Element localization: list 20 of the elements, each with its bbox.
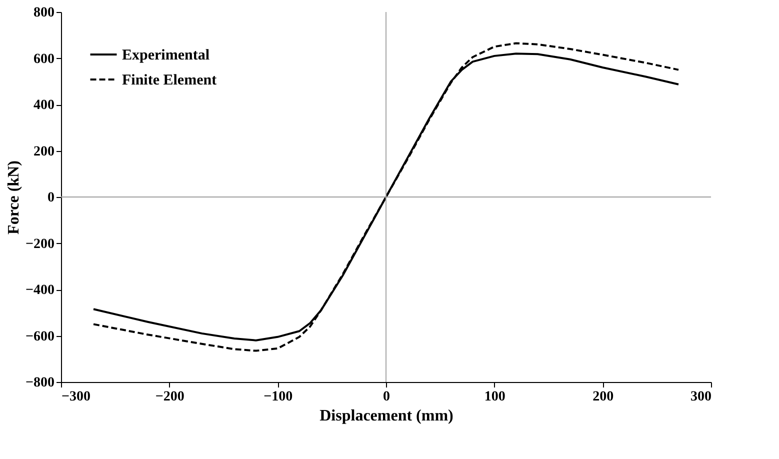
x-tick-label: −200 xyxy=(155,390,184,404)
y-tick-label: 400 xyxy=(34,98,54,113)
x-tick-label: 100 xyxy=(484,390,506,404)
y-tick-label: −400 xyxy=(26,283,54,298)
x-tick-label: −300 xyxy=(62,390,90,404)
x-tick-label: 0 xyxy=(383,390,390,404)
x-tick-label: 200 xyxy=(592,390,614,404)
legend-label: Experimental xyxy=(122,48,210,64)
x-axis-title: Displacement (mm) xyxy=(320,408,454,424)
y-tick-label: −200 xyxy=(26,236,54,252)
y-tick-label: 600 xyxy=(34,52,54,67)
y-tick-label: −600 xyxy=(26,329,54,344)
y-tick-label: 800 xyxy=(34,6,54,20)
y-axis-title: Force (kN) xyxy=(6,160,23,234)
x-tick-label: −100 xyxy=(264,390,293,404)
x-tick-label: 300 xyxy=(690,390,712,404)
y-tick-label: −800 xyxy=(26,376,54,390)
y-tick-label: 0 xyxy=(48,190,54,206)
legend-label: Finite Element xyxy=(122,72,217,88)
y-tick-label: 200 xyxy=(34,144,54,160)
